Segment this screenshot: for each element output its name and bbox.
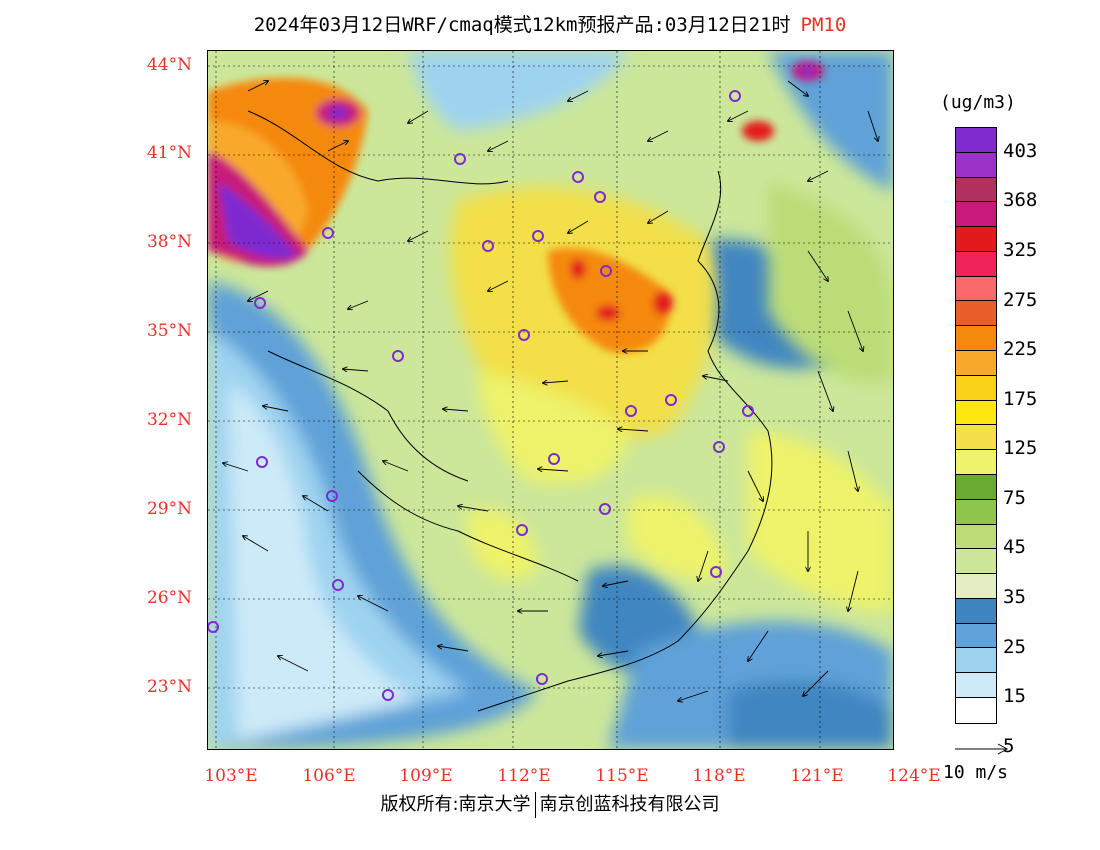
legend-swatch — [956, 276, 996, 302]
map-title: 2024年03月12日WRF/cmaq模式12km预报产品:03月12日21时 P… — [0, 10, 1100, 37]
lat-label-35n: 35°N — [146, 321, 192, 341]
legend-label: 225 — [1003, 338, 1038, 361]
legend-swatch — [956, 326, 996, 352]
legend-label: 45 — [1003, 536, 1026, 559]
lon-label-109e: 109°E — [399, 766, 453, 786]
legend-label: 175 — [1003, 387, 1038, 410]
legend-swatch — [956, 177, 996, 203]
legend-label: 5 — [1003, 734, 1015, 757]
legend-swatch — [956, 648, 996, 674]
vector-reference-label: 10 m/s — [943, 762, 1009, 783]
legend-label: 75 — [1003, 486, 1026, 509]
vector-reference-arrow — [955, 743, 1009, 755]
high-concentration-zones — [208, 61, 824, 353]
legend-swatch — [956, 227, 996, 252]
forecast-map — [207, 50, 894, 750]
legend-swatch — [956, 375, 996, 401]
lon-label-115e: 115°E — [595, 766, 649, 786]
legend-swatch — [956, 574, 996, 599]
city-markers — [208, 90, 754, 701]
lat-label-32n: 32°N — [146, 410, 192, 430]
legend-swatch — [956, 598, 996, 624]
legend-swatch — [956, 450, 996, 475]
lon-label-112e: 112°E — [497, 766, 551, 786]
legend-swatch — [956, 549, 996, 575]
legend-label: 368 — [1003, 189, 1038, 212]
legend-swatch — [956, 623, 996, 649]
lon-label-124e: 124°E — [887, 766, 941, 786]
lat-label-26n: 26°N — [146, 588, 192, 608]
title-variable: PM10 — [800, 14, 847, 36]
legend-swatch — [956, 474, 996, 500]
legend-swatch — [956, 152, 996, 178]
legend-swatch — [956, 697, 996, 723]
sea-region-field — [748, 181, 893, 611]
title-main: 2024年03月12日WRF/cmaq模式12km预报产品:03月12日21时 — [253, 14, 791, 36]
legend-label: 25 — [1003, 635, 1026, 658]
lat-label-44n: 44°N — [146, 55, 192, 75]
legend-swatch — [956, 301, 996, 327]
copyright-owner: 版权所有:南京大学 — [380, 794, 531, 815]
legend-swatch — [956, 499, 996, 525]
legend-swatch — [956, 673, 996, 698]
copyright-company: 南京创蓝科技有限公司 — [539, 794, 720, 815]
legend-label: 35 — [1003, 586, 1026, 609]
lat-label-23n: 23°N — [146, 677, 192, 697]
wind-vectors — [223, 81, 878, 701]
lon-label-103e: 103°E — [204, 766, 258, 786]
legend-swatch — [956, 251, 996, 277]
low-concentration-zones — [208, 51, 893, 749]
legend-swatch — [956, 400, 996, 426]
legend-unit: (ug/m3) — [940, 92, 1016, 113]
legend-label: 125 — [1003, 437, 1038, 460]
lat-label-41n: 41°N — [146, 143, 192, 163]
graticule — [208, 51, 893, 749]
legend-swatch — [956, 202, 996, 228]
lat-label-38n: 38°N — [146, 232, 192, 252]
legend-swatch — [956, 524, 996, 550]
legend-label: 325 — [1003, 238, 1038, 261]
pm10-field-map — [208, 51, 893, 749]
legend-swatch — [956, 128, 996, 153]
legend-swatch — [956, 351, 996, 376]
legend-label: 275 — [1003, 288, 1038, 311]
lon-label-106e: 106°E — [302, 766, 356, 786]
copyright-footer: 版权所有:南京大学 南京创蓝科技有限公司 — [0, 790, 1100, 818]
footer-separator — [534, 792, 536, 818]
legend-label: 15 — [1003, 685, 1026, 708]
coastline — [247, 110, 773, 712]
legend-label: 403 — [1003, 139, 1038, 162]
lon-label-121e: 121°E — [790, 766, 844, 786]
lon-label-118e: 118°E — [692, 766, 746, 786]
legend-swatch — [956, 425, 996, 451]
legend-colorbar — [955, 127, 997, 724]
lat-label-29n: 29°N — [146, 499, 192, 519]
